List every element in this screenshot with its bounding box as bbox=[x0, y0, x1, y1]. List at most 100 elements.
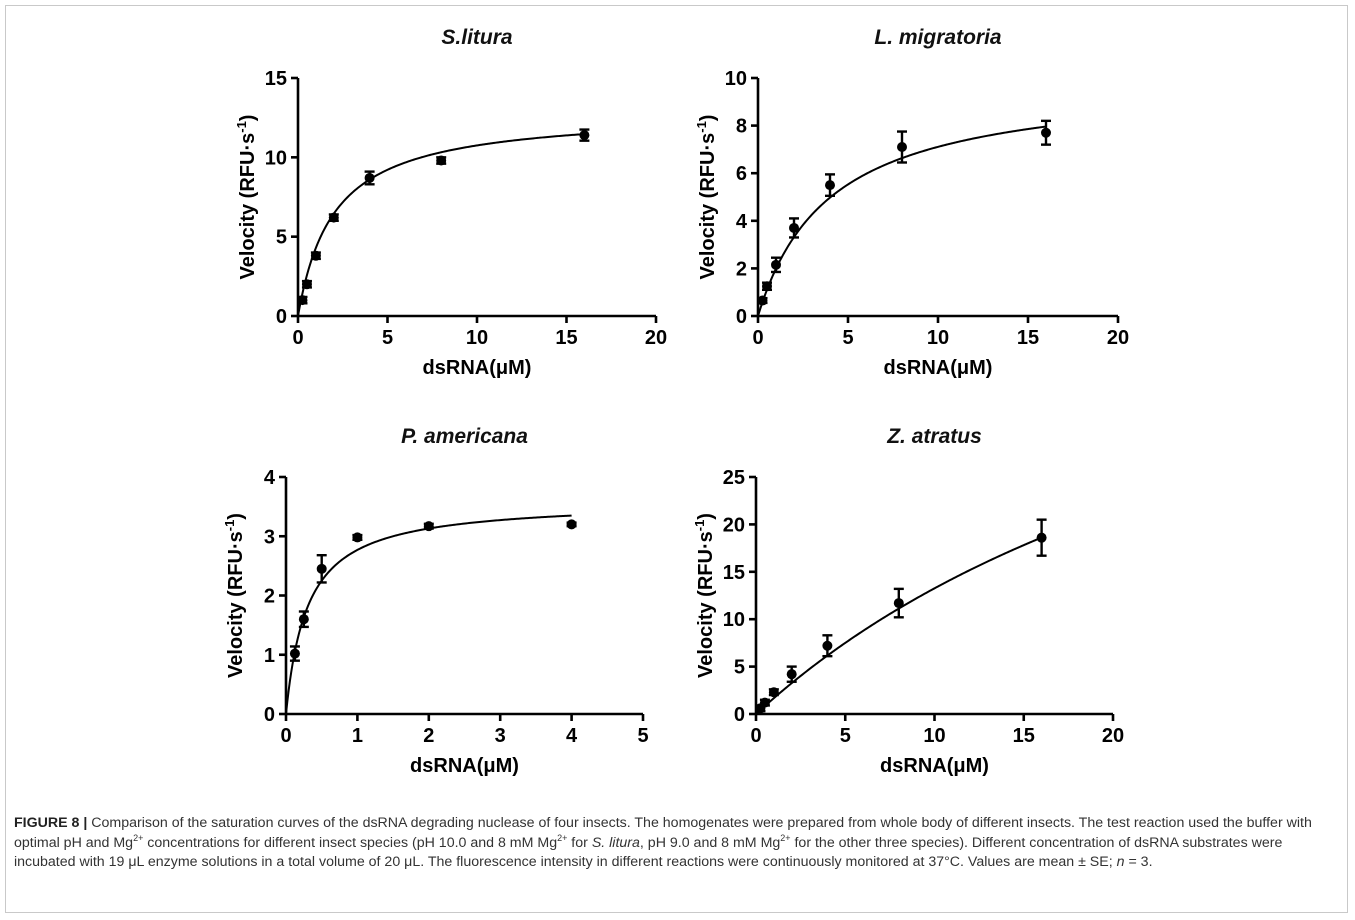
y-tick-label: 4 bbox=[736, 211, 748, 233]
y-axis-label: Velocity (RFU·s-1) bbox=[692, 513, 717, 678]
x-tick-label: 5 bbox=[637, 725, 648, 747]
y-tick-label: 0 bbox=[264, 704, 275, 726]
y-axis-label: Velocity (RFU·s-1) bbox=[694, 115, 719, 280]
data-point bbox=[759, 697, 770, 708]
data-point bbox=[786, 669, 797, 680]
data-point bbox=[566, 519, 577, 530]
caption-segment: , pH 9.0 and 8 mM Mg bbox=[639, 834, 781, 851]
data-point bbox=[897, 142, 907, 153]
data-point bbox=[310, 250, 321, 261]
data-point bbox=[822, 640, 833, 651]
data-point bbox=[579, 130, 590, 141]
y-tick-label: 8 bbox=[736, 116, 747, 138]
y-tick-label: 0 bbox=[734, 704, 745, 726]
caption-text: Comparison of the saturation curves of t… bbox=[14, 815, 1312, 870]
data-point bbox=[825, 180, 835, 191]
data-point bbox=[893, 598, 904, 609]
x-tick-label: 4 bbox=[566, 725, 578, 747]
y-tick-label: 5 bbox=[276, 227, 287, 249]
x-tick-label: 10 bbox=[927, 327, 949, 349]
x-axis-label: dsRNA(μM) bbox=[884, 357, 993, 379]
data-point bbox=[757, 295, 768, 306]
fit-curve bbox=[755, 536, 1042, 715]
x-tick-label: 5 bbox=[842, 327, 853, 349]
chart-panel: S.litura 0 5 10 15 20 0 5 10 15 dsRNA(μM) Velocity … bbox=[234, 26, 667, 379]
data-point bbox=[1036, 532, 1047, 543]
caption-segment: = 3. bbox=[1124, 854, 1153, 871]
chart-title: P. americana bbox=[401, 425, 528, 448]
caption-segment: concentrations for different insect spec… bbox=[143, 834, 558, 851]
y-tick-label: 20 bbox=[723, 514, 745, 536]
chart-title: L. migratoria bbox=[874, 26, 1002, 49]
data-point bbox=[289, 648, 300, 659]
y-tick-label: 10 bbox=[725, 68, 747, 90]
figure-frame bbox=[5, 5, 1348, 913]
data-point bbox=[436, 155, 447, 166]
y-tick-label: 10 bbox=[723, 609, 745, 631]
data-point bbox=[316, 563, 327, 574]
caption-segment: 2+ bbox=[780, 832, 791, 843]
caption-segment: S. litura bbox=[591, 834, 640, 851]
data-point bbox=[364, 172, 375, 183]
caption-segment: 2+ bbox=[557, 832, 568, 843]
data-point bbox=[1041, 127, 1051, 138]
y-tick-label: 3 bbox=[264, 526, 275, 548]
x-tick-label: 15 bbox=[555, 327, 577, 349]
y-tick-label: 6 bbox=[736, 163, 747, 185]
data-point bbox=[768, 687, 779, 698]
x-axis-label: dsRNA(μM) bbox=[880, 755, 989, 777]
data-point bbox=[298, 614, 309, 625]
data-point bbox=[762, 281, 772, 292]
x-tick-label: 10 bbox=[923, 725, 945, 747]
chart-panel: P. americana 0 1 2 3 4 5 0 1 2 3 4 dsRNA(μM) Velocity… bbox=[222, 425, 649, 777]
fit-curve bbox=[285, 514, 572, 715]
chart-title: Z. atratus bbox=[886, 425, 982, 448]
data-point bbox=[789, 222, 799, 233]
caption-segment: for the other three species). Different … bbox=[14, 834, 1283, 871]
y-tick-label: 4 bbox=[264, 467, 276, 489]
x-tick-label: 3 bbox=[495, 725, 506, 747]
x-tick-label: 20 bbox=[1107, 327, 1129, 349]
x-tick-label: 15 bbox=[1017, 327, 1039, 349]
data-point bbox=[328, 212, 339, 223]
caption-segment: for bbox=[567, 834, 592, 851]
chart-title: S.litura bbox=[441, 26, 513, 49]
x-tick-label: 20 bbox=[645, 327, 667, 349]
x-tick-label: 0 bbox=[280, 725, 291, 747]
x-axis-label: dsRNA(μM) bbox=[423, 357, 532, 379]
x-tick-label: 15 bbox=[1013, 725, 1035, 747]
x-tick-label: 2 bbox=[423, 725, 434, 747]
chart-panel: Z. atratus 0 5 10 15 20 0 5 10 15 20 25 dsRNA(μM) Vel… bbox=[692, 425, 1124, 777]
x-tick-label: 10 bbox=[466, 327, 488, 349]
x-tick-label: 1 bbox=[352, 725, 363, 747]
y-tick-label: 0 bbox=[276, 306, 287, 328]
caption-segment: Comparison of the saturation curves of t… bbox=[14, 815, 1312, 851]
data-point bbox=[423, 521, 434, 532]
y-axis-label: Velocity (RFU·s-1) bbox=[234, 115, 259, 280]
chart-panel: L. migratoria 0 5 10 15 20 0 2 4 6 8 10 dsRNA(μM) Vel… bbox=[694, 26, 1129, 379]
figure-caption: FIGURE 8 | Comparison of the saturation … bbox=[14, 814, 1344, 873]
data-point bbox=[297, 295, 308, 306]
x-tick-label: 0 bbox=[752, 327, 763, 349]
caption-segment: 2+ bbox=[133, 832, 144, 843]
y-tick-label: 15 bbox=[265, 68, 287, 90]
x-tick-label: 5 bbox=[382, 327, 393, 349]
data-point bbox=[771, 259, 781, 270]
y-tick-label: 2 bbox=[736, 258, 747, 280]
x-axis-label: dsRNA(μM) bbox=[410, 755, 519, 777]
y-tick-label: 2 bbox=[264, 586, 275, 608]
x-tick-label: 20 bbox=[1102, 725, 1124, 747]
y-tick-label: 15 bbox=[723, 562, 745, 584]
x-tick-label: 0 bbox=[750, 725, 761, 747]
y-tick-label: 1 bbox=[264, 645, 275, 667]
figure-label: FIGURE 8 | bbox=[14, 815, 88, 831]
fit-curve bbox=[297, 133, 585, 317]
y-tick-label: 0 bbox=[736, 306, 747, 328]
x-tick-label: 0 bbox=[292, 327, 303, 349]
y-tick-label: 25 bbox=[723, 467, 745, 489]
x-tick-label: 5 bbox=[840, 725, 851, 747]
y-tick-label: 5 bbox=[734, 657, 745, 679]
y-tick-label: 10 bbox=[265, 147, 287, 169]
data-point bbox=[352, 532, 363, 543]
